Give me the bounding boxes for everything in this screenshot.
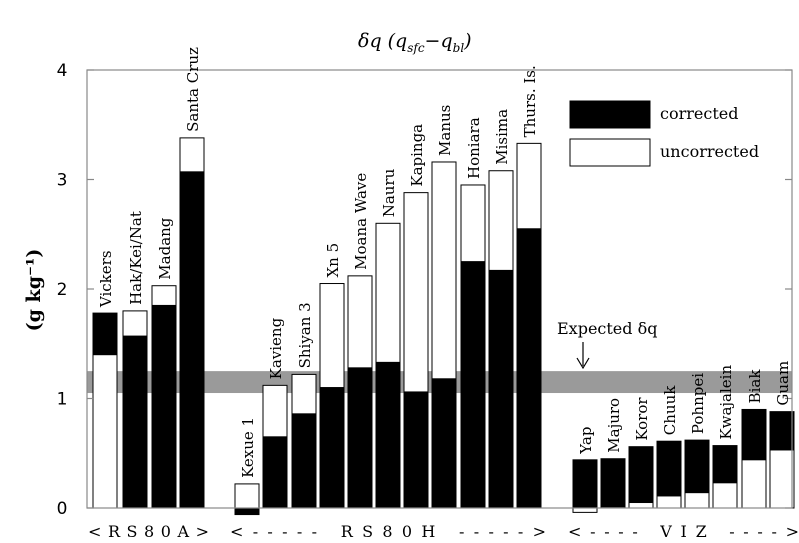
- legend: corrected uncorrected: [569, 100, 759, 167]
- station-label-nauru: Nauru: [380, 168, 398, 217]
- station-label-honiara: Honiara: [465, 117, 483, 179]
- station-labels: Vickers Hak/Kei/Nat Madang Santa Cruz Kexue …: [97, 47, 792, 478]
- station-label-santa-cruz: Santa Cruz: [184, 47, 202, 132]
- group-label-1: <----- RS80H ----->: [230, 522, 546, 541]
- bar-corrected-honiara: [460, 261, 486, 509]
- title-sub2: bl: [453, 41, 465, 55]
- y-tick-label: 0: [57, 499, 68, 519]
- station-label-xn-5: Xn 5: [324, 243, 342, 278]
- station-label-moana-wave: Moana Wave: [352, 173, 370, 270]
- bars-layer: [92, 137, 795, 516]
- bar-uncorrected-biak: [741, 459, 767, 509]
- station-label-manus: Manus: [436, 105, 454, 156]
- station-label-kwajalein: Kwajalein: [717, 365, 735, 440]
- station-label-thurs-is: Thurs. Is.: [521, 65, 539, 137]
- bar-corrected-kapinga: [403, 391, 429, 509]
- bar-corrected-xn-5: [319, 387, 345, 509]
- station-label-majuro: Majuro: [605, 398, 623, 453]
- station-label-chuuk: Chuuk: [661, 385, 679, 435]
- y-axis-label: (g kg⁻¹): [23, 249, 45, 332]
- bar-corrected-moana-wave: [347, 367, 373, 509]
- bar-uncorrected-chuuk: [656, 495, 682, 509]
- station-label-madang: Madang: [156, 217, 174, 280]
- bar-corrected-madang: [151, 304, 177, 509]
- expected-label: Expected δq: [557, 319, 657, 338]
- bar-uncorrected-vickers: [92, 354, 118, 509]
- bar-corrected-thurs-is: [516, 228, 542, 509]
- y-axis: 0 1 2 3 4: [57, 61, 792, 519]
- group-labels: <RS80A> <----- RS80H -----> <---- VIZ ----…: [88, 522, 799, 541]
- station-label-kapinga: Kapinga: [408, 124, 426, 187]
- station-label-kexue-1: Kexue 1: [239, 417, 257, 478]
- bar-uncorrected-yap: [572, 507, 598, 513]
- station-label-guam: Guam: [774, 361, 792, 406]
- title-mid: −q: [425, 30, 453, 52]
- legend-swatch-uncorrected: [569, 138, 651, 167]
- station-label-vickers: Vickers: [97, 250, 115, 308]
- station-label-pohnpei: Pohnpei: [689, 373, 707, 434]
- y-tick-label: 1: [57, 390, 68, 410]
- y-tick-label: 2: [57, 280, 68, 300]
- y-tick-label: 4: [57, 61, 68, 81]
- bar-corrected-santa-cruz: [179, 171, 205, 509]
- group-label-2: <---- VIZ ---->: [568, 522, 799, 541]
- bar-uncorrected-kexue-1: [234, 483, 260, 509]
- bar-corrected-hak-kei-nat: [122, 335, 148, 509]
- bar-corrected-kexue-1: [234, 507, 260, 516]
- station-label-misima: Misima: [493, 109, 511, 165]
- bar-uncorrected-kwajalein: [712, 482, 738, 509]
- bar-corrected-majuro: [600, 458, 626, 509]
- group-label-0: <RS80A>: [88, 522, 209, 541]
- title-end: ): [463, 30, 471, 52]
- legend-swatch-corrected: [569, 100, 651, 129]
- bar-corrected-manus: [431, 378, 457, 509]
- expected-arrow-head: [576, 357, 590, 370]
- bar-corrected-nauru: [375, 361, 401, 509]
- chart-title: δq (qsfc−qbl): [358, 30, 472, 55]
- station-label-shiyan-3: Shiyan 3: [296, 302, 314, 368]
- bar-corrected-misima: [488, 269, 514, 509]
- station-label-koror: Koror: [633, 397, 651, 441]
- station-label-yap: Yap: [577, 427, 595, 455]
- station-label-biak: Biak: [746, 369, 764, 404]
- legend-label-corrected: corrected: [660, 104, 738, 123]
- station-label-hak-kei-nat: Hak/Kei/Nat: [127, 211, 145, 305]
- legend-label-uncorrected: uncorrected: [660, 142, 759, 161]
- bar-corrected-kavieng: [262, 436, 288, 509]
- bar-corrected-shiyan-3: [291, 413, 317, 509]
- title-sub1: sfc: [407, 41, 425, 55]
- title-main: δq (q: [358, 30, 407, 52]
- y-tick-label: 3: [57, 171, 68, 191]
- bar-uncorrected-pohnpei: [684, 492, 710, 509]
- station-label-kavieng: Kavieng: [267, 317, 285, 379]
- bar-corrected-yap: [572, 459, 598, 509]
- bar-uncorrected-guam: [769, 449, 795, 509]
- bar-corrected-koror: [628, 446, 654, 509]
- expected-annotation: Expected δq: [557, 319, 657, 370]
- bar-uncorrected-koror: [628, 502, 654, 509]
